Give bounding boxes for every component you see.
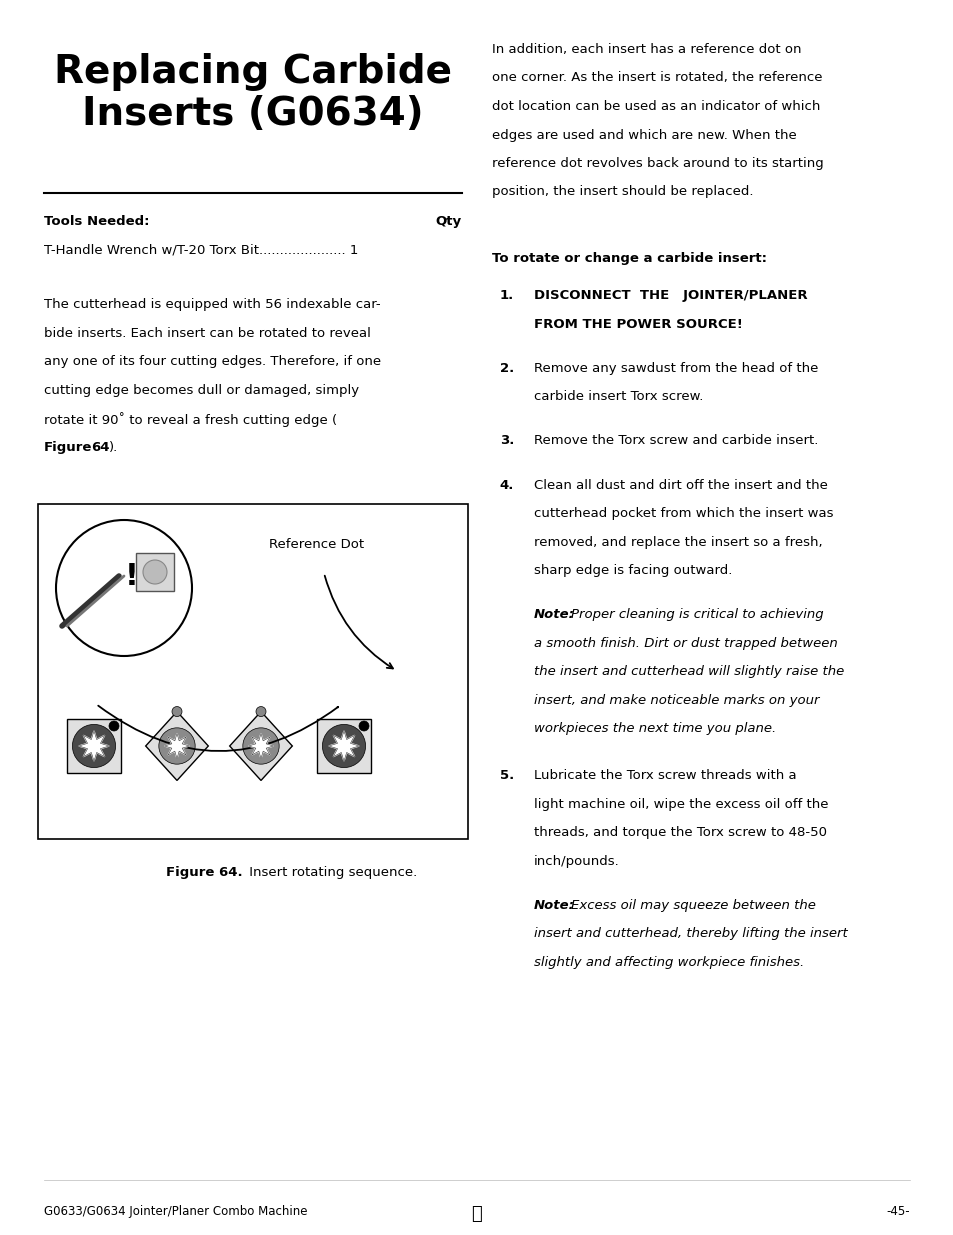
Text: 2.: 2. [499,362,514,374]
Circle shape [158,727,195,764]
Text: sharp edge is facing outward.: sharp edge is facing outward. [534,564,732,577]
Text: reference dot revolves back around to its starting: reference dot revolves back around to it… [492,157,822,170]
Bar [38,504,468,839]
Text: Note:: Note: [534,899,575,911]
Circle shape [358,721,369,731]
Text: cutterhead pocket from which the insert was: cutterhead pocket from which the insert … [534,508,833,520]
Text: Figure: Figure [44,441,92,453]
Text: rotate it 90˚ to reveal a fresh cutting edge (⁠: rotate it 90˚ to reveal a fresh cutting … [44,412,336,427]
Bar [67,719,121,773]
Text: slightly and affecting workpiece finishes.: slightly and affecting workpiece finishe… [534,956,803,969]
Circle shape [322,725,365,768]
Text: position, the insert should be replaced.: position, the insert should be replaced. [492,185,753,199]
Polygon shape [248,734,274,758]
Text: Qty: Qty [436,215,461,228]
Text: 64: 64 [91,441,110,453]
Text: 3.: 3. [499,435,514,447]
Text: insert, and make noticeable marks on your: insert, and make noticeable marks on you… [534,694,819,706]
Text: FROM THE POWER SOURCE!: FROM THE POWER SOURCE! [534,317,742,331]
Text: Excess oil may squeeze between the: Excess oil may squeeze between the [571,899,815,911]
Circle shape [172,706,182,716]
Text: workpieces the next time you plane.: workpieces the next time you plane. [534,722,776,735]
Text: In addition, each insert has a reference dot on: In addition, each insert has a reference… [492,43,801,56]
Text: Reference Dot: Reference Dot [269,538,364,551]
Circle shape [56,520,192,656]
Text: -45-: -45- [885,1205,909,1218]
Polygon shape [79,731,109,761]
Text: carbide insert Torx screw.: carbide insert Torx screw. [534,390,702,403]
Text: Proper cleaning is critical to achieving: Proper cleaning is critical to achieving [571,609,822,621]
Polygon shape [230,711,292,781]
Text: inch/pounds.: inch/pounds. [534,855,619,868]
FancyArrowPatch shape [98,705,337,751]
Text: removed, and replace the insert so a fresh,: removed, and replace the insert so a fre… [534,536,821,548]
Text: DISCONNECT  THE   JOINTER/PLANER: DISCONNECT THE JOINTER/PLANER [534,289,807,303]
Text: To rotate or change a carbide insert:: To rotate or change a carbide insert: [492,252,766,266]
Text: bide inserts. Each insert can be rotated to reveal: bide inserts. Each insert can be rotated… [44,326,371,340]
Text: one corner. As the insert is rotated, the reference: one corner. As the insert is rotated, th… [492,72,821,84]
Text: cutting edge becomes dull or damaged, simply: cutting edge becomes dull or damaged, si… [44,384,358,396]
Text: threads, and torque the Torx screw to 48-50: threads, and torque the Torx screw to 48… [534,826,826,840]
Bar [316,719,371,773]
Text: Remove any sawdust from the head of the: Remove any sawdust from the head of the [534,362,818,374]
Text: 4.: 4. [499,479,514,492]
Circle shape [109,721,119,731]
Text: a smooth finish. Dirt or dust trapped between: a smooth finish. Dirt or dust trapped be… [534,637,837,650]
Text: The cutterhead is equipped with 56 indexable car-: The cutterhead is equipped with 56 index… [44,298,380,311]
Text: Replacing Carbide
Inserts (G0634): Replacing Carbide Inserts (G0634) [54,53,452,133]
Circle shape [255,706,266,716]
Text: the insert and cutterhead will slightly raise the: the insert and cutterhead will slightly … [534,666,843,678]
Text: Figure 64.: Figure 64. [166,866,243,879]
Polygon shape [329,731,358,761]
Circle shape [243,727,279,764]
Text: light machine oil, wipe the excess oil off the: light machine oil, wipe the excess oil o… [534,798,827,810]
Circle shape [72,725,115,768]
Text: !: ! [125,562,139,590]
Text: Lubricate the Torx screw threads with a: Lubricate the Torx screw threads with a [534,769,796,782]
Text: G0633/G0634 Jointer/Planer Combo Machine: G0633/G0634 Jointer/Planer Combo Machine [44,1205,307,1218]
Text: T-Handle Wrench w/T-20 Torx Bit..................... 1: T-Handle Wrench w/T-20 Torx Bit.........… [44,243,358,256]
Text: 🐻: 🐻 [471,1205,482,1223]
Text: dot location can be used as an indicator of which: dot location can be used as an indicator… [492,100,820,112]
Text: Insert rotating sequence.: Insert rotating sequence. [245,866,416,879]
Text: ).: ). [109,441,118,453]
Bar [136,553,173,592]
Text: Tools Needed:: Tools Needed: [44,215,150,228]
Polygon shape [164,734,190,758]
Text: Clean all dust and dirt off the insert and the: Clean all dust and dirt off the insert a… [534,479,827,492]
Text: Note:: Note: [534,609,575,621]
Text: insert and cutterhead, thereby lifting the insert: insert and cutterhead, thereby lifting t… [534,927,847,940]
Text: Remove the Torx screw and carbide insert.: Remove the Torx screw and carbide insert… [534,435,818,447]
Text: 5.: 5. [499,769,514,782]
Text: 1.: 1. [499,289,514,303]
Text: edges are used and which are new. When the: edges are used and which are new. When t… [492,128,796,142]
Polygon shape [146,711,208,781]
Circle shape [143,559,167,584]
Text: any one of its four cutting edges. Therefore, if one: any one of its four cutting edges. There… [44,354,381,368]
